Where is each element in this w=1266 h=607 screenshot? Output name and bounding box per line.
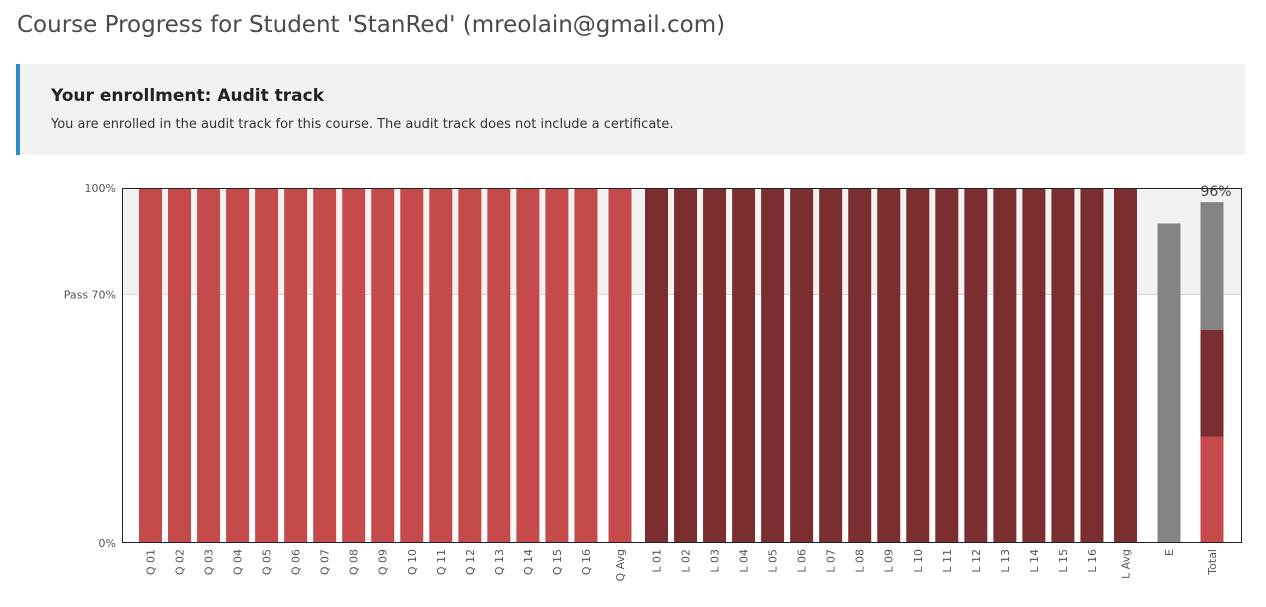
bar-q-13 — [487, 188, 511, 543]
x-tick-label: L 03 — [709, 549, 722, 573]
x-tick-label: Q Avg — [614, 549, 627, 582]
bar-l-13 — [993, 188, 1017, 543]
x-tick-label: Q 12 — [464, 549, 477, 575]
x-tick-label: L 16 — [1086, 549, 1099, 573]
bar-q-09 — [371, 188, 395, 543]
bar-q-06 — [284, 188, 308, 543]
x-tick-label: L 04 — [738, 549, 751, 573]
bar-q-12 — [458, 188, 482, 543]
bar-l-10 — [906, 188, 930, 543]
x-tick-label: Q 04 — [232, 549, 245, 575]
total-bar-segment-quiz — [1200, 436, 1224, 543]
x-tick-label: Q 16 — [580, 549, 593, 575]
bar-q-14 — [516, 188, 540, 543]
total-bar-segment-lab — [1200, 330, 1224, 437]
x-tick-label: Q 05 — [261, 549, 274, 575]
bar-l-06 — [790, 188, 814, 543]
bar-l-05 — [761, 188, 785, 543]
plot-frame — [122, 188, 1242, 543]
total-value-label: 96% — [1200, 184, 1231, 200]
x-tick-label: Q 07 — [319, 549, 332, 575]
bar-q-03 — [197, 188, 221, 543]
x-tick-label: L 07 — [825, 549, 838, 573]
x-tick-label: Q 09 — [377, 549, 390, 575]
bar-l-02 — [674, 188, 698, 543]
enrollment-heading: Your enrollment: Audit track — [51, 86, 325, 106]
y-tick-label: 100% — [85, 182, 116, 195]
x-tick-label: L 09 — [883, 549, 896, 573]
bar-q-05 — [255, 188, 279, 543]
x-tick-label: Q 14 — [522, 549, 535, 575]
bar-l-09 — [877, 188, 901, 543]
x-tick-label: L 13 — [999, 549, 1012, 573]
x-tick-label: L 11 — [941, 549, 954, 573]
x-tick-label: L 14 — [1028, 549, 1041, 573]
bar-l-14 — [1022, 188, 1046, 543]
bar-q-07 — [313, 188, 337, 543]
x-tick-label: L 02 — [680, 549, 693, 573]
bar-l-03 — [703, 188, 727, 543]
bar-l-16 — [1080, 188, 1104, 543]
enrollment-message: You are enrolled in the audit track for … — [51, 117, 674, 132]
x-tick-label: Q 08 — [348, 549, 361, 575]
bar-e — [1157, 223, 1181, 543]
bar-l-avg — [1114, 188, 1137, 543]
x-tick-label: Q 01 — [145, 549, 158, 575]
total-bar-segment-exam — [1200, 202, 1224, 330]
x-tick-label: L 01 — [651, 549, 664, 573]
x-tick-label: L 15 — [1057, 549, 1070, 573]
x-tick-label: L 08 — [854, 549, 867, 573]
bar-l-01 — [645, 188, 668, 543]
x-tick-label: L 06 — [796, 549, 809, 573]
x-tick-label: Q 02 — [174, 549, 187, 575]
x-tick-label: E — [1163, 549, 1176, 556]
x-tick-label: L Avg — [1120, 549, 1133, 579]
bar-l-04 — [732, 188, 756, 543]
x-tick-label: Total — [1206, 549, 1219, 576]
x-tick-label: Q 11 — [435, 549, 448, 575]
x-tick-label: Q 06 — [290, 549, 303, 575]
bar-q-10 — [400, 188, 424, 543]
bar-q-avg — [608, 188, 632, 543]
bar-q-16 — [574, 188, 598, 543]
bar-q-04 — [226, 188, 250, 543]
bar-q-11 — [429, 188, 453, 543]
enrollment-notice: Your enrollment: Audit track You are enr… — [16, 64, 1245, 155]
bar-q-08 — [342, 188, 366, 543]
y-tick-label: Pass 70% — [64, 289, 116, 302]
x-tick-label: Q 03 — [203, 549, 216, 575]
y-tick-label: 0% — [99, 537, 116, 550]
bar-l-08 — [848, 188, 872, 543]
bar-l-12 — [964, 188, 988, 543]
x-tick-label: L 12 — [970, 549, 983, 573]
bar-q-15 — [545, 188, 569, 543]
x-tick-label: L 05 — [767, 549, 780, 573]
bar-q-01 — [139, 188, 162, 543]
x-tick-label: Q 15 — [551, 549, 564, 575]
x-tick-label: Q 10 — [406, 549, 419, 575]
page-title: Course Progress for Student 'StanRed' (m… — [17, 12, 726, 38]
bar-q-02 — [168, 188, 192, 543]
x-tick-label: L 10 — [912, 549, 925, 573]
bar-l-11 — [935, 188, 959, 543]
bar-l-07 — [819, 188, 843, 543]
bar-l-15 — [1051, 188, 1075, 543]
x-tick-label: Q 13 — [493, 549, 506, 575]
